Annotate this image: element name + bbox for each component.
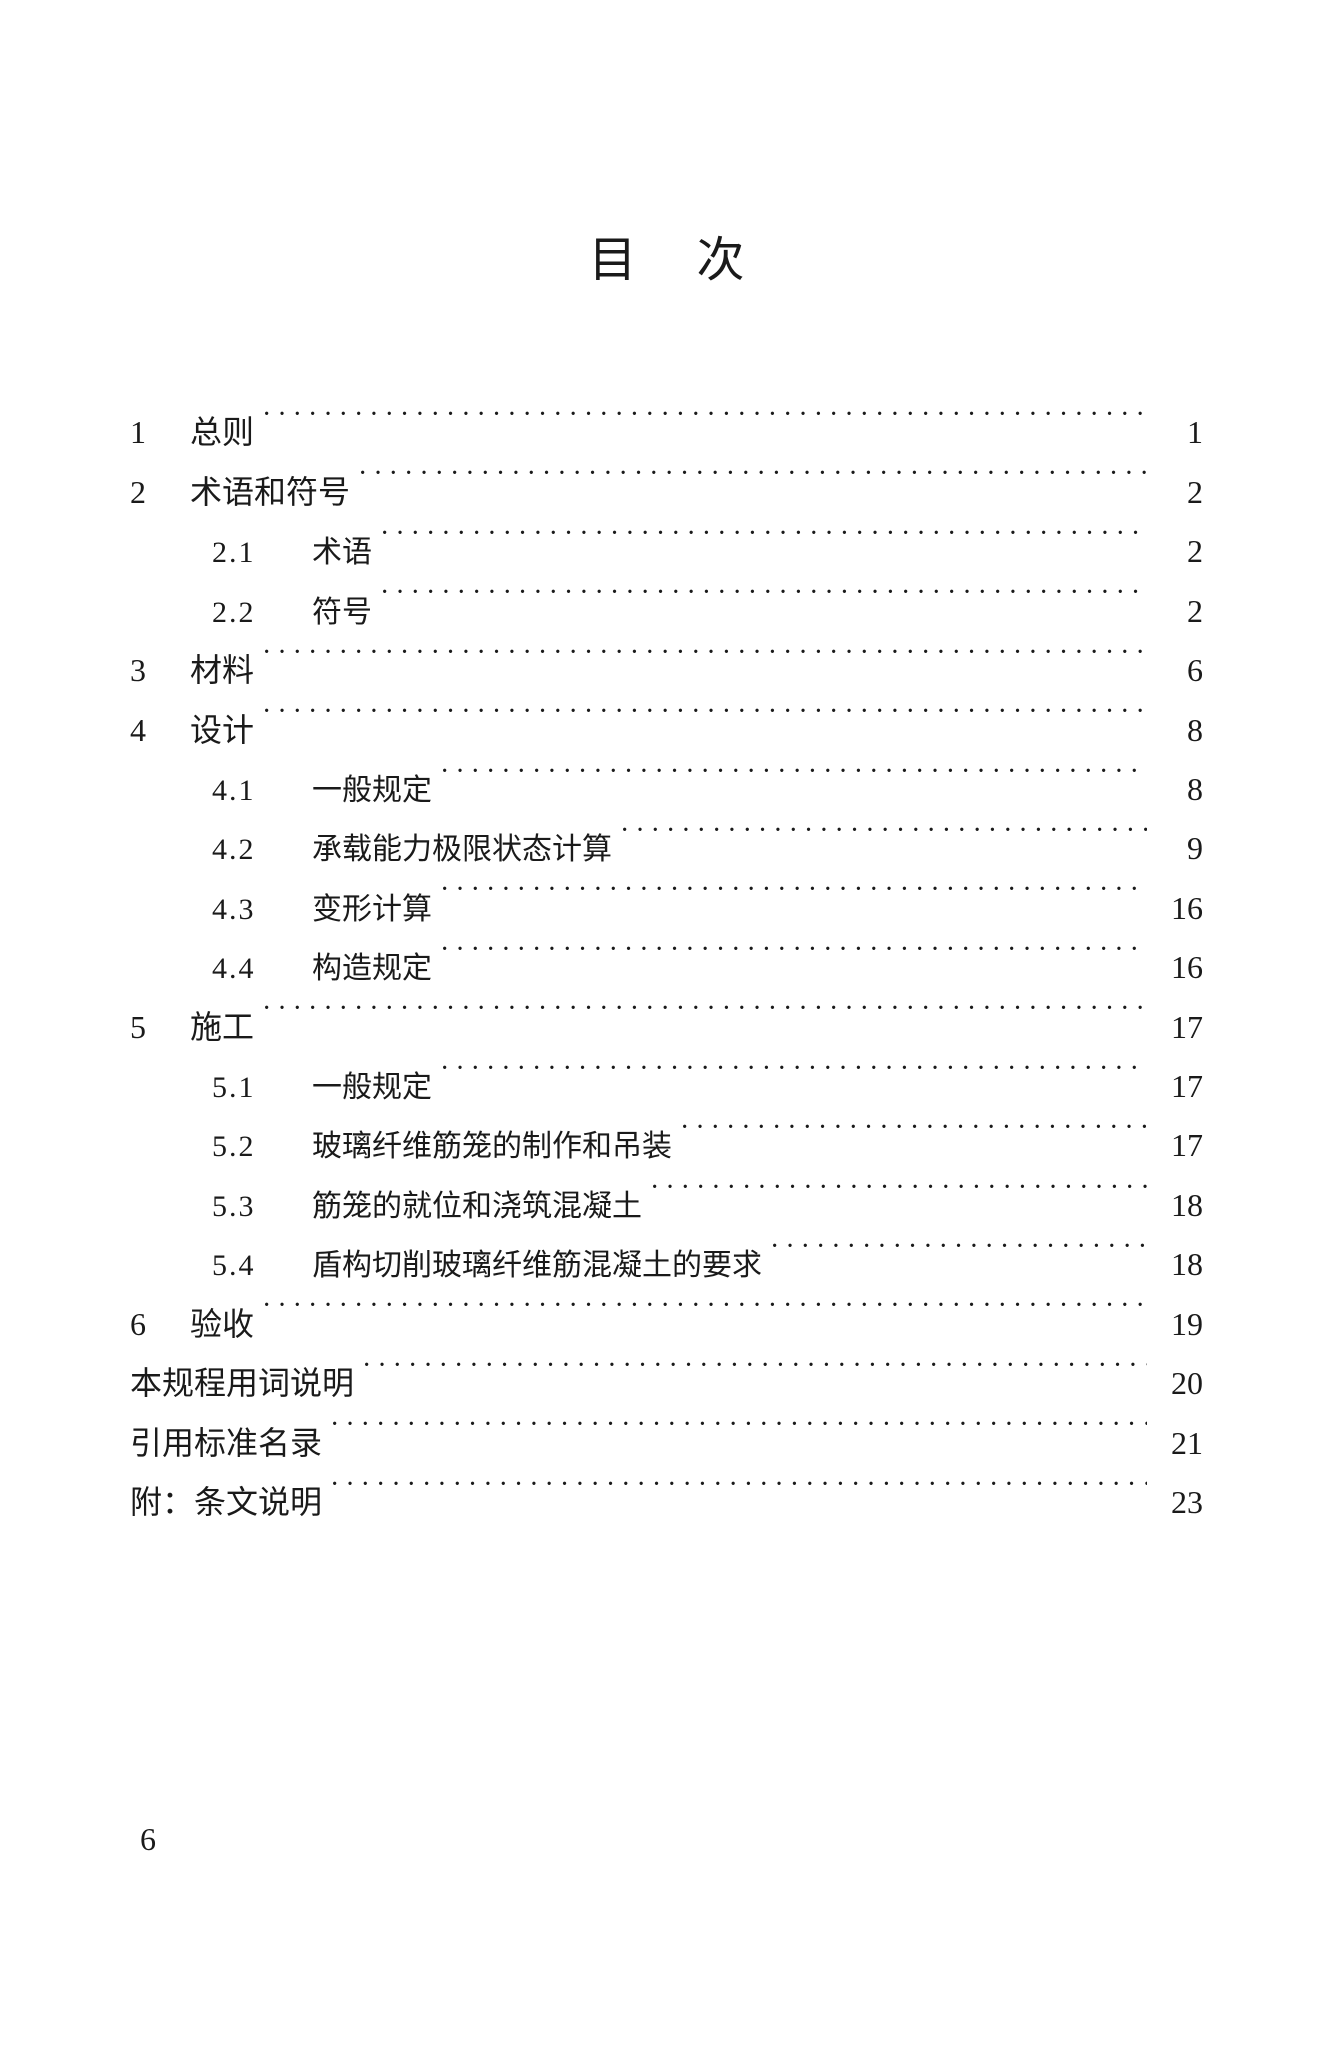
toc-leader: [380, 583, 1147, 621]
toc-number: 6: [130, 1297, 166, 1352]
toc-label: 材料: [190, 643, 254, 698]
toc-row: 4.4构造规定 16: [130, 940, 1203, 995]
toc-number: 5.3: [212, 1181, 302, 1233]
toc-page: 1: [1155, 405, 1203, 460]
toc-list: 1总则12术语和符号22.1术语22.2符号23材料64设计84.1一般规定84…: [130, 405, 1203, 1530]
toc-page: 16: [1155, 881, 1203, 936]
toc-leader: [770, 1237, 1147, 1275]
toc-page: 17: [1155, 1000, 1203, 1055]
toc-leader: [262, 405, 1147, 443]
toc-label: 术语: [312, 527, 372, 579]
toc-number: 3: [130, 643, 166, 698]
toc-leader: [362, 1356, 1147, 1394]
page-number: 6: [140, 1821, 156, 1858]
toc-leader: [262, 999, 1147, 1037]
toc-page: 2: [1155, 524, 1203, 579]
toc-label: 总则: [190, 405, 254, 460]
toc-page: 23: [1155, 1475, 1203, 1530]
toc-label: 符号: [312, 587, 372, 639]
toc-number: 4.3: [212, 884, 302, 936]
toc-label: 附：条文说明: [130, 1475, 322, 1530]
toc-label: 玻璃纤维筋笼的制作和吊装: [312, 1121, 672, 1173]
toc-leader: [262, 702, 1147, 740]
toc-row: 5.2玻璃纤维筋笼的制作和吊装 17: [130, 1118, 1203, 1173]
toc-number: 5.1: [212, 1062, 302, 1114]
toc-row: 2 术语和符号 2: [130, 464, 1203, 519]
toc-leader: [440, 880, 1147, 918]
toc-label: 设计: [190, 703, 254, 758]
toc-number: 5.4: [212, 1240, 302, 1292]
toc-row: 5 施工 17: [130, 999, 1203, 1054]
toc-leader: [440, 940, 1147, 978]
toc-page: 8: [1155, 703, 1203, 758]
toc-row: 3 材料 6: [130, 643, 1203, 698]
toc-row: 1 总则 1: [130, 405, 1203, 460]
toc-number: 1: [130, 405, 166, 460]
toc-page: 19: [1155, 1297, 1203, 1352]
toc-label: 施工: [190, 1000, 254, 1055]
toc-leader: [650, 1177, 1147, 1215]
toc-label: 盾构切削玻璃纤维筋混凝土的要求: [312, 1240, 762, 1292]
toc-row: 2.1术语 2: [130, 524, 1203, 579]
toc-page: 20: [1155, 1356, 1203, 1411]
toc-page: 6: [1155, 643, 1203, 698]
toc-page: 17: [1155, 1118, 1203, 1173]
page-container: 目次 1总则12术语和符号22.1术语22.2符号23材料64设计84.1一般规…: [0, 0, 1333, 1530]
toc-leader: [330, 1415, 1147, 1453]
toc-page: 18: [1155, 1237, 1203, 1292]
toc-number: 4: [130, 703, 166, 758]
toc-page: 18: [1155, 1178, 1203, 1233]
toc-row: 本规程用词说明 20: [130, 1356, 1203, 1411]
toc-title: 目次: [130, 220, 1203, 290]
toc-label: 筋笼的就位和浇筑混凝土: [312, 1181, 642, 1233]
toc-leader: [620, 821, 1147, 859]
toc-number: 4.2: [212, 824, 302, 876]
toc-number: 4.1: [212, 765, 302, 817]
toc-row: 附：条文说明 23: [130, 1475, 1203, 1530]
toc-leader: [680, 1118, 1147, 1156]
toc-page: 21: [1155, 1416, 1203, 1471]
toc-page: 2: [1155, 465, 1203, 520]
toc-row: 5.3筋笼的就位和浇筑混凝土 18: [130, 1177, 1203, 1232]
toc-number: 5: [130, 1000, 166, 1055]
toc-label: 术语和符号: [190, 465, 350, 520]
toc-leader: [262, 1296, 1147, 1334]
toc-leader: [330, 1475, 1147, 1513]
toc-page: 17: [1155, 1059, 1203, 1114]
toc-number: 2.2: [212, 587, 302, 639]
toc-row: 4.2承载能力极限状态计算 9: [130, 821, 1203, 876]
toc-page: 2: [1155, 584, 1203, 639]
toc-row: 2.2符号 2: [130, 583, 1203, 638]
toc-row: 5.1一般规定 17: [130, 1059, 1203, 1114]
toc-label: 一般规定: [312, 765, 432, 817]
toc-number: 2.1: [212, 527, 302, 579]
toc-row: 6 验收 19: [130, 1296, 1203, 1351]
toc-leader: [440, 1059, 1147, 1097]
toc-number: 5.2: [212, 1121, 302, 1173]
toc-row: 引用标准名录 21: [130, 1415, 1203, 1470]
toc-leader: [380, 524, 1147, 562]
toc-row: 4.3变形计算 16: [130, 880, 1203, 935]
toc-label: 本规程用词说明: [130, 1356, 354, 1411]
toc-label: 变形计算: [312, 884, 432, 936]
toc-label: 验收: [190, 1297, 254, 1352]
toc-leader: [440, 762, 1147, 800]
toc-row: 5.4盾构切削玻璃纤维筋混凝土的要求 18: [130, 1237, 1203, 1292]
toc-page: 8: [1155, 762, 1203, 817]
toc-row: 4 设计 8: [130, 702, 1203, 757]
toc-leader: [358, 464, 1147, 502]
toc-number: 4.4: [212, 943, 302, 995]
toc-label: 一般规定: [312, 1062, 432, 1114]
toc-page: 16: [1155, 940, 1203, 995]
toc-row: 4.1一般规定 8: [130, 762, 1203, 817]
toc-leader: [262, 643, 1147, 681]
toc-label: 引用标准名录: [130, 1416, 322, 1471]
toc-label: 构造规定: [312, 943, 432, 995]
toc-page: 9: [1155, 821, 1203, 876]
toc-label: 承载能力极限状态计算: [312, 824, 612, 876]
toc-number: 2: [130, 465, 166, 520]
